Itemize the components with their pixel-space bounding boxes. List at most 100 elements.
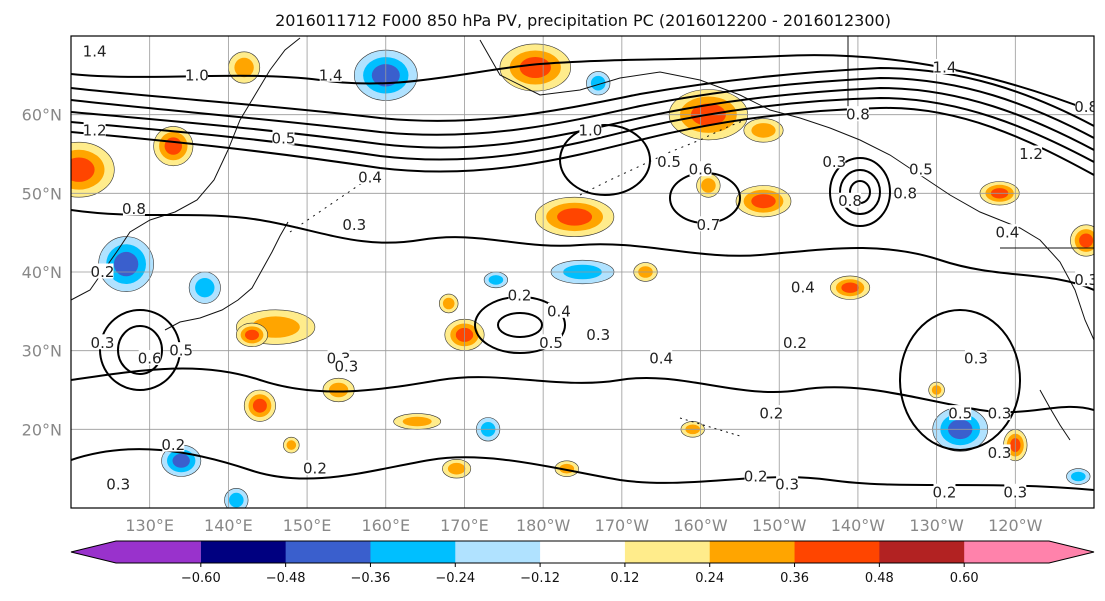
colorbar-bin bbox=[455, 541, 541, 563]
contour-label-bg bbox=[783, 334, 806, 350]
pv-contour-label: 1.2 bbox=[83, 121, 107, 139]
pv-contour-label: 0.8 bbox=[838, 192, 862, 210]
colorbar-tick-label: 0.48 bbox=[865, 571, 894, 586]
precip-pc-level bbox=[590, 75, 606, 91]
precip-pc-blob bbox=[830, 275, 871, 300]
pv-contour-line bbox=[829, 157, 891, 227]
contour-label-bg bbox=[988, 444, 1011, 460]
pv-contour-label: 0.6 bbox=[689, 161, 713, 179]
map-frame bbox=[70, 35, 1095, 509]
colorbar-bin bbox=[200, 541, 287, 563]
colorbar-tick-label: 0.36 bbox=[780, 571, 809, 586]
colorbar-bin bbox=[370, 541, 456, 563]
precip-pc-blob bbox=[735, 185, 792, 218]
contour-label-bg bbox=[846, 106, 869, 122]
pv-contour-label: 0.2 bbox=[759, 405, 783, 423]
contour-label-bg bbox=[1075, 271, 1094, 287]
longitude-tick-label: 140°W bbox=[831, 516, 886, 535]
precip-pc-level bbox=[234, 57, 254, 78]
latitude-tick-label: 40°N bbox=[22, 263, 62, 282]
pv-contour-label: 0.3 bbox=[964, 350, 988, 368]
colorbar-tick-label: 0.12 bbox=[610, 571, 639, 586]
pv-contour-label: 0.5 bbox=[169, 342, 193, 360]
contour-label-bg bbox=[508, 287, 531, 303]
pv-contour-label: 0.3 bbox=[334, 357, 358, 375]
contour-label-bg bbox=[933, 58, 956, 74]
precip-pc-level bbox=[841, 282, 859, 293]
precip-pc-level bbox=[751, 194, 776, 209]
contour-label-bg bbox=[343, 216, 366, 232]
contour-label-bg bbox=[650, 350, 673, 366]
precip-pc-level bbox=[229, 492, 244, 508]
precip-pc-blob bbox=[696, 173, 721, 198]
pv-contour-label: 0.2 bbox=[783, 334, 807, 352]
contour-label-bg bbox=[839, 192, 862, 208]
coastline-aleutian-islands bbox=[579, 119, 746, 196]
precip-pc-blob bbox=[283, 436, 300, 454]
contour-label-bg bbox=[170, 342, 193, 358]
precip-pc-level bbox=[402, 416, 432, 427]
pv-contour-label: 0.3 bbox=[1074, 271, 1098, 289]
pv-contour-line bbox=[71, 448, 1094, 491]
precip-pc-blob bbox=[188, 271, 221, 304]
contour-label-bg bbox=[949, 405, 972, 421]
pv-contour-label: 0.2 bbox=[91, 263, 115, 281]
pv-contour-label: 0.4 bbox=[791, 279, 815, 297]
pv-contour-label: 0.8 bbox=[893, 184, 917, 202]
longitude-tick-label: 160°E bbox=[361, 516, 410, 535]
precip-pc-level bbox=[701, 178, 716, 193]
map-plot-area: 1.4 1.0 1.4 1.2 0.5 0.4 0.3 0.8 0.2 0.3 0.6 0.5 0.3 0… bbox=[71, 36, 1098, 508]
pv-contour-label: 0.5 bbox=[909, 161, 933, 179]
contour-label-bg bbox=[122, 200, 145, 216]
precip-pc-blob bbox=[439, 293, 459, 314]
precip-pc-blob bbox=[393, 413, 442, 430]
pv-contour-label: 0.7 bbox=[696, 216, 720, 234]
pv-contour-line bbox=[899, 309, 1021, 451]
precip-pc-blob bbox=[442, 459, 472, 479]
coastline-japan bbox=[164, 221, 289, 331]
pv-contour-line bbox=[71, 106, 1094, 176]
precip-pc-blob bbox=[586, 71, 611, 96]
precip-pc-blob bbox=[228, 51, 261, 84]
longitude-tick-label: 120°W bbox=[988, 516, 1043, 535]
pv-contour-label: 0.5 bbox=[657, 153, 681, 171]
precip-pc-level bbox=[1079, 233, 1094, 248]
contour-label-bg bbox=[823, 153, 846, 169]
coastlines bbox=[71, 36, 1094, 441]
chart-title: 2016011712 F000 850 hPa PV, precipitatio… bbox=[275, 11, 891, 30]
contour-label-bg bbox=[1004, 483, 1027, 499]
contour-label-bg bbox=[791, 279, 814, 295]
contour-label-bg bbox=[909, 161, 932, 177]
contour-label-bg bbox=[138, 350, 161, 366]
pv-contour-line bbox=[71, 367, 1094, 414]
latitude-tick-labels: 60°N 50°N 40°N 30°N 20°N bbox=[22, 106, 62, 440]
pv-contour-line bbox=[71, 86, 1094, 151]
contour-label-bg bbox=[894, 184, 917, 200]
coastline-north-america bbox=[999, 219, 1094, 341]
precip-pc-level bbox=[172, 453, 190, 468]
latitude-tick-label: 60°N bbox=[22, 106, 62, 125]
pv-contour-line bbox=[497, 312, 543, 338]
colorbar-outline bbox=[70, 540, 1095, 564]
contour-label-bg bbox=[359, 169, 382, 185]
precip-pc-blob bbox=[534, 196, 615, 237]
coastline-alaska bbox=[479, 39, 1001, 221]
contour-label-bg bbox=[319, 66, 342, 82]
pv-contour-label: 1.2 bbox=[1019, 145, 1043, 163]
precip-pc-level bbox=[557, 208, 593, 226]
contour-label-bg bbox=[1075, 98, 1094, 114]
longitude-tick-label: 130°W bbox=[909, 516, 964, 535]
pv-contour-label: 0.5 bbox=[539, 334, 563, 352]
colorbar-tick-label: −0.36 bbox=[351, 571, 391, 586]
longitude-tick-labels: 130°E 140°E 150°E 160°E 170°E 180°W 170°W 160°W… bbox=[125, 516, 1042, 535]
precip-pc-level bbox=[113, 251, 139, 277]
pv-contour-label: 0.6 bbox=[138, 350, 162, 368]
contour-label-bg bbox=[83, 121, 106, 137]
pv-contour-label: 0.3 bbox=[775, 475, 799, 493]
pv-contour-label: 1.4 bbox=[319, 66, 343, 84]
colorbar-bin bbox=[71, 541, 201, 563]
latitude-tick-label: 50°N bbox=[22, 184, 62, 203]
contour-label-bg bbox=[272, 129, 295, 145]
pv-contour-line bbox=[839, 169, 881, 215]
precip-pc-level bbox=[519, 57, 551, 78]
